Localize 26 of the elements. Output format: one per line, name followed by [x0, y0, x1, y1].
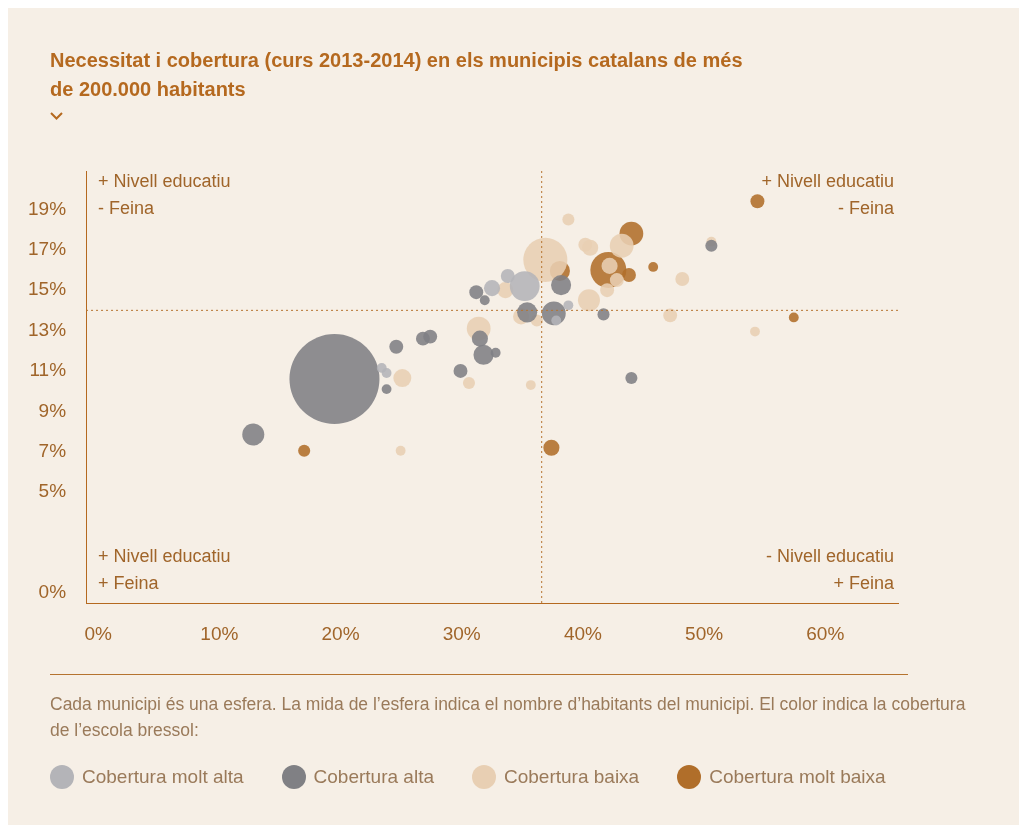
annotation: - Nivell educatiu + Feina [765, 546, 895, 594]
legend-label: Cobertura molt alta [82, 766, 244, 788]
y-tick-label: 13% [28, 318, 67, 340]
x-tick-label: 60% [806, 622, 845, 644]
annotation: + Nivell educatiu - Feina [761, 171, 895, 218]
y-tick-label: 19% [28, 197, 67, 219]
x-tick-label: 40% [563, 622, 603, 644]
annotation: + Nivell educatiu + Feina [98, 546, 231, 594]
x-tick-label: 10% [200, 622, 239, 644]
y-tick-label: 0% [38, 581, 67, 603]
chart-title: Necessitat i cobertura (curs 2013-2014) en els municipis catalans de més de 200.000 habitants [50, 48, 744, 102]
y-tick-label: 5% [38, 480, 67, 502]
x-tick-label: 0% [84, 622, 112, 644]
y-tick-label: 17% [28, 238, 67, 259]
x-tick-label: 50% [685, 622, 724, 644]
y-tick-label: 9% [38, 399, 67, 421]
y-tick-label: 15% [28, 278, 67, 300]
y-tick-label: 7% [38, 439, 67, 461]
legend-label: Cobertura baixa [503, 766, 640, 788]
x-tick-label: 30% [442, 622, 481, 644]
legend-label: Cobertura alta [313, 766, 434, 788]
legend-label: Cobertura molt baixa [709, 766, 886, 788]
annotation: + Nivell educatiu - Feina [98, 171, 231, 218]
y-tick-label: 11% [29, 359, 67, 381]
x-tick-label: 20% [321, 622, 360, 644]
text: Cada municipi és una esfera. La mida de l’esfera indica el nombre d’habitants del municipi. El color indica la cobertura de l’escola bressol: [50, 693, 967, 742]
